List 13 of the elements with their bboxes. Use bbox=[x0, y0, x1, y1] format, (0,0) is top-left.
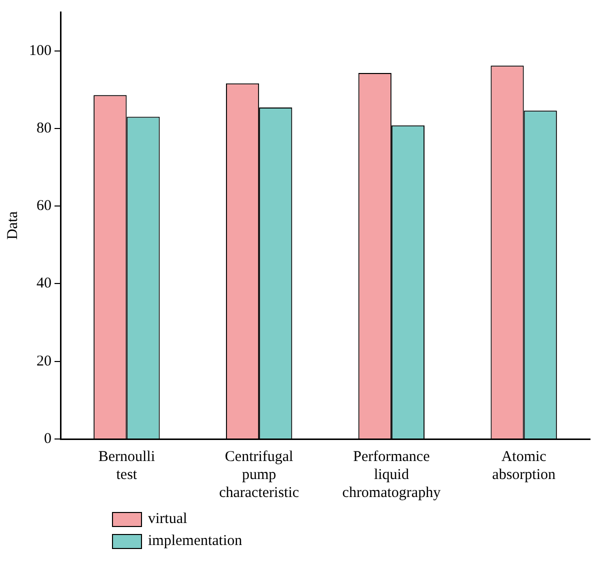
y-tick-label: 20 bbox=[36, 353, 52, 370]
x-tick-label: Performance liquid chromatography bbox=[342, 448, 442, 501]
y-tick-label: 100 bbox=[29, 42, 52, 59]
x-tick-label: Atomic absorption bbox=[492, 448, 556, 483]
x-tick-label: Bernoulli test bbox=[98, 448, 156, 483]
y-axis-title: Data bbox=[4, 211, 21, 240]
y-tick-label: 80 bbox=[36, 120, 52, 136]
x-tick-label: Centrifugal pump characteristic bbox=[219, 448, 300, 501]
y-tick-label: 60 bbox=[36, 198, 52, 214]
legend-label: virtual bbox=[148, 510, 188, 528]
y-tick-label: 0 bbox=[44, 430, 52, 447]
y-tick-label: 40 bbox=[36, 276, 52, 292]
legend-label: implementation bbox=[148, 532, 242, 550]
